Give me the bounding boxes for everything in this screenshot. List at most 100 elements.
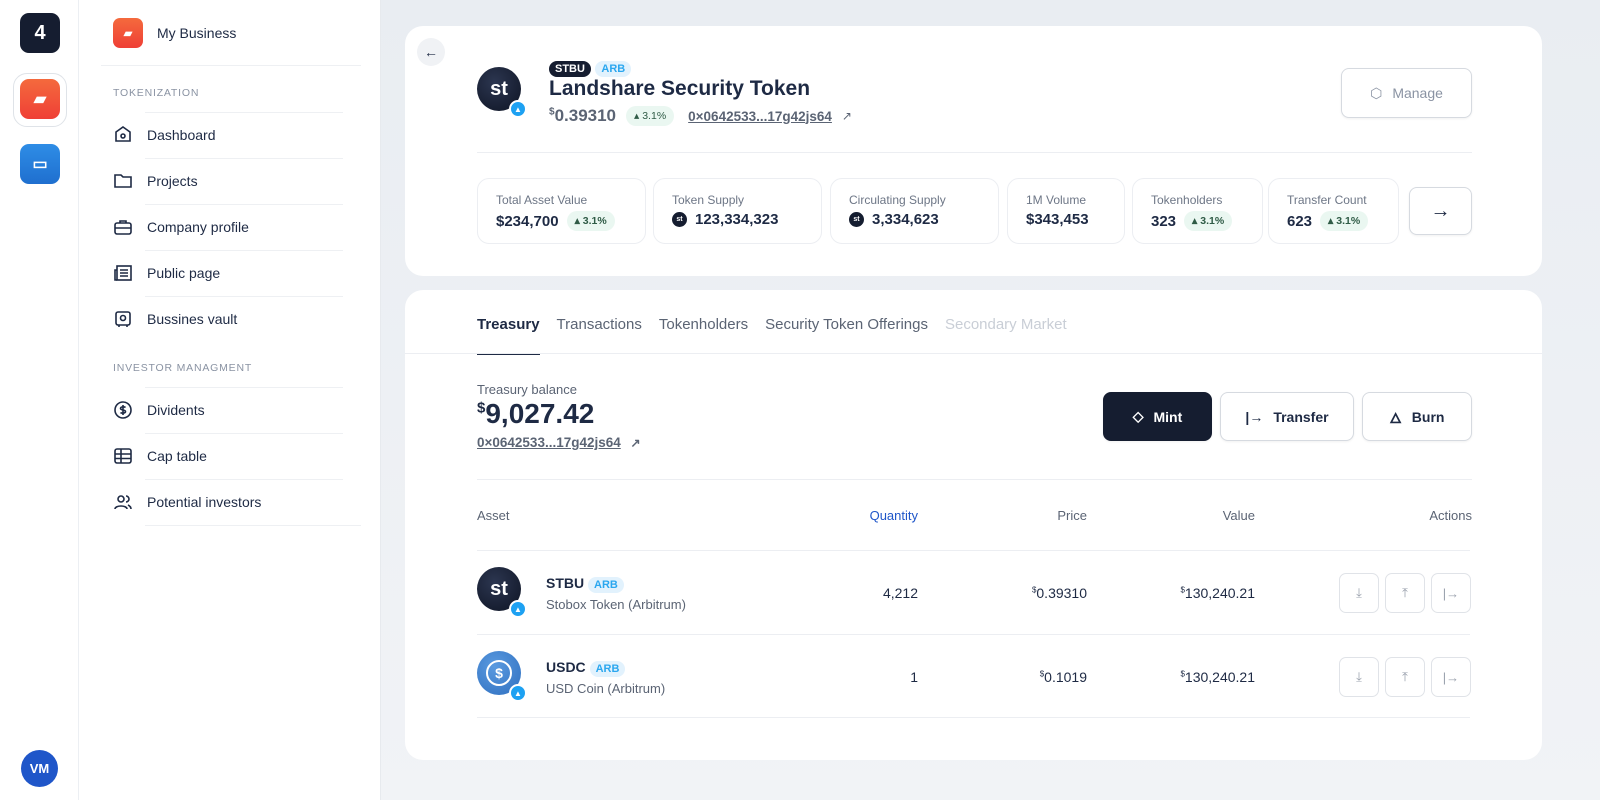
price: 0.1019: [1044, 669, 1087, 685]
label: Company profile: [147, 219, 249, 235]
selected-indicator: [13, 73, 67, 127]
stat-tokenholders: Tokenholders 323 ▴ 3.1%: [1132, 178, 1263, 244]
change-badge: ▴ 3.1%: [1320, 211, 1369, 231]
asset-symbol: USDC: [546, 659, 586, 675]
app-rail: 4 ▰ ▭ VM: [0, 0, 79, 800]
label: Circulating Supply: [849, 193, 946, 207]
treasury-label: Treasury balance: [477, 382, 577, 397]
label: Dividents: [147, 402, 205, 418]
manage-button[interactable]: ⬡ Manage: [1341, 68, 1472, 118]
upload-icon[interactable]: ⤒: [1385, 573, 1425, 613]
external-link-icon[interactable]: ↗: [630, 436, 641, 450]
quantity: 1: [910, 669, 918, 685]
home-icon: [115, 126, 131, 142]
sidebar-item-cap-table[interactable]: Cap table: [113, 433, 343, 479]
wallet-app-icon[interactable]: ▭: [20, 144, 60, 184]
business-app-icon[interactable]: ▰: [20, 79, 60, 119]
arbitrum-chain-icon: ▲: [509, 684, 527, 702]
token-logo: st: [477, 67, 521, 111]
label: Projects: [147, 173, 198, 189]
upload-icon[interactable]: ⤒: [1385, 657, 1425, 697]
download-icon[interactable]: ⤓: [1339, 657, 1379, 697]
more-stats-arrow-button[interactable]: →: [1409, 187, 1472, 235]
change-badge: ▴ 3.1%: [566, 211, 615, 231]
arbitrum-chain-icon: ▲: [509, 600, 527, 618]
label: Total Asset Value: [496, 193, 588, 207]
currency: $: [1039, 669, 1045, 679]
header-quantity[interactable]: Quantity: [869, 508, 918, 523]
change-value: 3.1%: [642, 110, 667, 122]
flame-icon: 🜂: [1389, 410, 1402, 426]
chain-badge: ARB: [589, 661, 626, 677]
header-actions: Actions: [1429, 508, 1472, 523]
sidebar-item-dashboard[interactable]: Dashboard: [113, 112, 343, 158]
sidebar: ▰ My Business TOKENIZATION Dashboard Proj…: [79, 0, 381, 800]
arbitrum-chain-icon: ▲: [509, 100, 527, 118]
label: Burn: [1411, 408, 1445, 425]
asset-name: Stobox Token (Arbitrum): [546, 597, 686, 612]
mint-button[interactable]: ◇ Mint: [1103, 392, 1212, 441]
contract-address-link[interactable]: 0×0642533...17g42js64: [688, 108, 832, 124]
treasury-address-link[interactable]: 0×0642533...17g42js64: [477, 435, 621, 450]
newspaper-icon: [114, 265, 132, 281]
transfer-icon[interactable]: |→: [1431, 573, 1471, 613]
briefcase-icon: ▰: [113, 18, 143, 48]
business-name: My Business: [157, 25, 237, 41]
label: Dashboard: [147, 127, 216, 143]
section-investor-management: INVESTOR MANAGMENT: [113, 362, 253, 374]
avatar[interactable]: VM: [21, 750, 58, 787]
currency: $: [1031, 585, 1037, 595]
business-switcher[interactable]: ▰ My Business: [113, 18, 236, 48]
value: 130,240.21: [1184, 585, 1255, 601]
stat-circulating-supply: Circulating Supply st 3,334,623: [830, 178, 999, 244]
transfer-button[interactable]: |→ Transfer: [1220, 392, 1354, 441]
external-link-icon[interactable]: ↗: [841, 109, 852, 123]
price-change-badge: ▴ 3.1%: [626, 106, 675, 126]
table-row: st ▲ STBU ARB Stobox Token (Arbitrum) 4,…: [477, 550, 1471, 634]
symbol-badge: STBU: [549, 61, 591, 77]
sidebar-item-bussines-vault[interactable]: Bussines vault: [113, 296, 343, 342]
label: Transfer Count: [1287, 193, 1367, 207]
treasury-balance: 9,027.42: [485, 398, 595, 429]
arrow-right-icon: →: [1430, 199, 1451, 222]
sidebar-item-projects[interactable]: Projects: [113, 158, 343, 204]
sidebar-item-public-page[interactable]: Public page: [113, 250, 343, 296]
vault-icon: [115, 311, 131, 327]
label: Cap table: [147, 448, 207, 464]
briefcase-icon: [114, 220, 132, 235]
tab-transactions[interactable]: Transactions: [556, 316, 642, 333]
tab-tokenholders[interactable]: Tokenholders: [658, 316, 749, 333]
token-price: 0.39310: [554, 106, 617, 125]
tab-treasury[interactable]: Treasury: [477, 316, 540, 355]
transfer-icon: |→: [1245, 408, 1264, 425]
value: 130,240.21: [1184, 669, 1255, 685]
header-price: Price: [1057, 508, 1087, 523]
price: 0.39310: [1036, 585, 1087, 601]
logo-icon[interactable]: 4: [20, 13, 60, 53]
change-badge: ▴ 3.1%: [1184, 211, 1233, 231]
back-arrow-icon[interactable]: ←: [417, 38, 445, 66]
token-icon: st: [672, 212, 687, 227]
download-icon[interactable]: ⤓: [1339, 573, 1379, 613]
stat-transfer-count: Transfer Count 623 ▴ 3.1%: [1268, 178, 1399, 244]
currency: $: [1180, 669, 1185, 679]
currency: $: [477, 399, 486, 417]
label: Potential investors: [147, 494, 262, 510]
transfer-icon[interactable]: |→: [1431, 657, 1471, 697]
sidebar-item-potential-investors[interactable]: Potential investors: [113, 479, 343, 525]
sidebar-item-dividents[interactable]: Dividents: [113, 387, 343, 433]
chain-badge: ARB: [588, 577, 624, 593]
stat-1m-volume: 1M Volume $343,453: [1007, 178, 1125, 244]
tab-security-token-offerings[interactable]: Security Token Offerings: [765, 316, 928, 333]
users-icon: [114, 495, 132, 510]
label: Manage: [1392, 85, 1443, 101]
header-asset: Asset: [477, 508, 510, 523]
stat-token-supply: Token Supply st 123,334,323: [653, 178, 822, 244]
label: 1M Volume: [1026, 193, 1087, 207]
value: 623: [1287, 212, 1313, 230]
sidebar-item-company-profile[interactable]: Company profile: [113, 204, 343, 250]
chain-badge: ARB: [595, 61, 632, 77]
value: $343,453: [1026, 211, 1089, 228]
treasury-card: Treasury Transactions Tokenholders Secur…: [405, 290, 1542, 760]
burn-button[interactable]: 🜂 Burn: [1362, 392, 1472, 441]
